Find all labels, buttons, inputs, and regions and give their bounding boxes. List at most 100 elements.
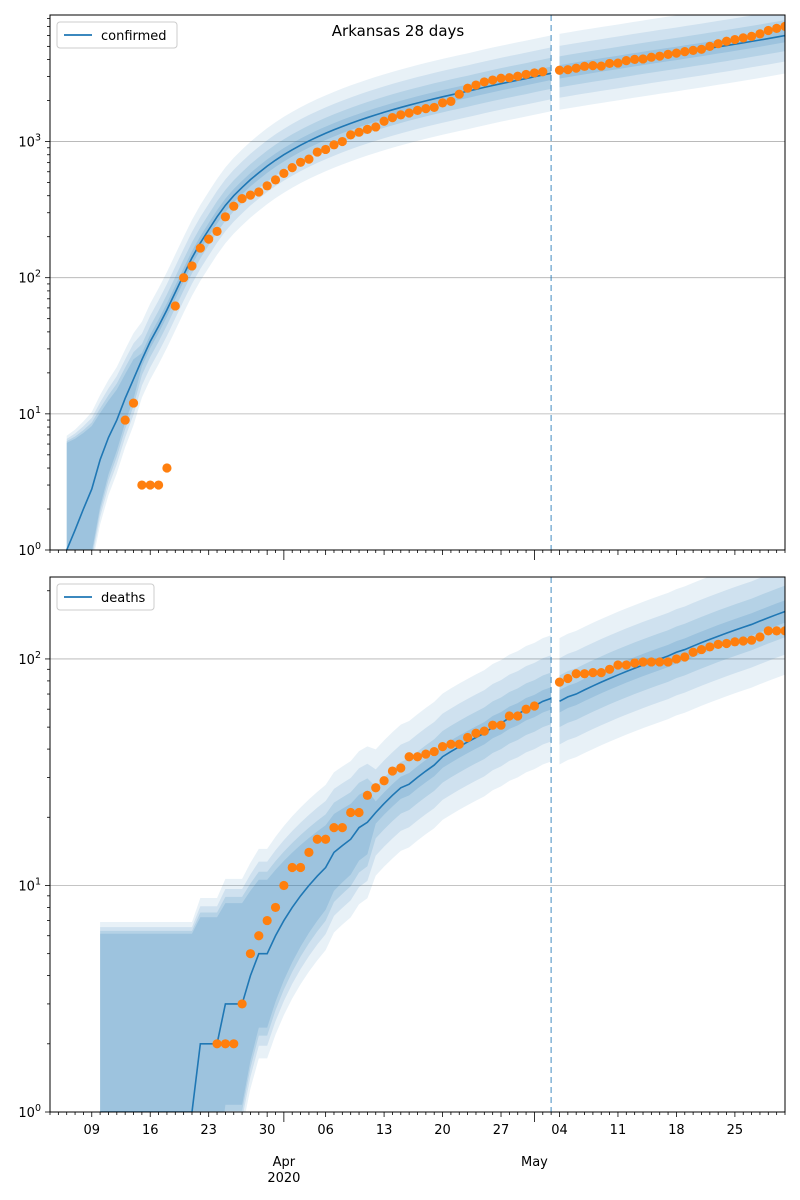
observed-point — [279, 880, 289, 891]
plot-area — [50, 577, 785, 1112]
observed-point — [187, 261, 197, 271]
observed-point — [705, 41, 715, 51]
observed-point — [496, 720, 506, 730]
observed-point — [488, 720, 498, 730]
uncertainty-band — [559, 577, 785, 765]
observed-point — [362, 790, 372, 800]
observed-point — [504, 711, 514, 721]
x-tick-label: 16 — [142, 1123, 159, 1138]
observed-point — [337, 136, 347, 147]
observed-point — [688, 45, 698, 55]
observed-point — [713, 639, 723, 649]
observed-point — [721, 638, 732, 649]
observed-point — [437, 98, 448, 108]
observed-point — [504, 73, 514, 83]
observed-point — [496, 73, 506, 83]
observed-point — [688, 647, 698, 657]
observed-point — [554, 65, 565, 75]
observed-point — [387, 113, 398, 123]
x-tick-label: 09 — [83, 1123, 100, 1138]
model-line — [559, 610, 785, 703]
observed-point — [229, 201, 239, 211]
y-tick-label: 102 — [18, 269, 41, 287]
uncertainty-band — [66, 35, 552, 550]
observed-point — [396, 763, 406, 773]
observed-point — [613, 660, 623, 670]
legend: deaths — [56, 583, 155, 611]
y-tick-label: 101 — [18, 876, 41, 894]
observed-point — [513, 71, 523, 81]
x-month-label: Apr 2020 — [267, 1155, 300, 1186]
observed-point — [605, 664, 615, 674]
observed-point — [212, 1039, 222, 1049]
observed-point — [730, 34, 740, 45]
observed-point — [696, 644, 707, 655]
observed-point — [605, 58, 615, 69]
legend-label: deaths — [101, 591, 146, 606]
observed-point — [287, 163, 297, 173]
x-tick-label: 04 — [551, 1123, 568, 1138]
observed-point — [463, 732, 473, 743]
observed-point — [237, 194, 247, 204]
x-tick-label: 11 — [610, 1123, 627, 1138]
observed-point — [463, 83, 473, 93]
observed-point — [621, 660, 631, 670]
x-tick-label: 06 — [317, 1123, 334, 1138]
observed-point — [295, 862, 306, 873]
observed-point — [579, 669, 590, 679]
observed-point — [721, 36, 732, 46]
x-tick-label: 18 — [668, 1123, 685, 1138]
x-tick-label: 23 — [200, 1123, 217, 1138]
x-tick-label: 25 — [727, 1123, 744, 1138]
observed-point — [295, 157, 306, 167]
plot-area — [50, 15, 785, 550]
observed-point — [429, 102, 439, 113]
observed-point — [220, 212, 230, 222]
observed-point — [746, 635, 757, 645]
observed-point — [638, 54, 648, 64]
observed-point — [404, 108, 414, 118]
observed-point — [421, 104, 431, 114]
uncertainty-band — [100, 672, 552, 1112]
observed-point — [321, 834, 331, 844]
observed-point — [780, 626, 785, 636]
observed-point — [329, 140, 339, 150]
observed-point — [346, 130, 356, 140]
observed-point — [513, 711, 523, 721]
y-tick-label: 103 — [18, 133, 41, 151]
observed-point — [646, 657, 656, 667]
observed-point — [554, 677, 565, 687]
x-tick-label: 27 — [493, 1123, 510, 1138]
observed-point — [471, 80, 481, 90]
observed-point — [204, 234, 214, 244]
observed-point — [354, 127, 364, 137]
observed-point — [454, 89, 464, 99]
observed-point — [421, 749, 431, 759]
observed-point — [738, 33, 748, 43]
observed-point — [521, 69, 531, 80]
observed-point — [446, 739, 456, 749]
observed-point — [304, 847, 314, 857]
observed-point — [229, 1039, 239, 1049]
observed-point — [120, 415, 130, 425]
legend: confirmed — [56, 21, 178, 49]
observed-point — [362, 124, 372, 134]
observed-point — [471, 728, 481, 738]
observed-point — [663, 49, 673, 59]
observed-point — [279, 168, 289, 178]
deaths-panel: 100 101 102 deaths 09 16 23 30 06 13 20 27 04 11 18 25 A… — [18, 576, 786, 1186]
observed-point — [212, 226, 222, 236]
uncertainty-band — [100, 635, 552, 1112]
legend-label: confirmed — [101, 29, 167, 44]
observed-point — [596, 61, 606, 71]
observed-point — [270, 175, 281, 185]
x-tick-label: 20 — [434, 1123, 451, 1138]
observed-point — [730, 637, 740, 647]
observed-point — [680, 46, 690, 57]
observed-point — [780, 21, 785, 31]
observed-point — [588, 668, 598, 678]
observed-point — [571, 669, 581, 679]
observed-point — [287, 862, 297, 873]
uncertainty-band — [559, 15, 785, 98]
